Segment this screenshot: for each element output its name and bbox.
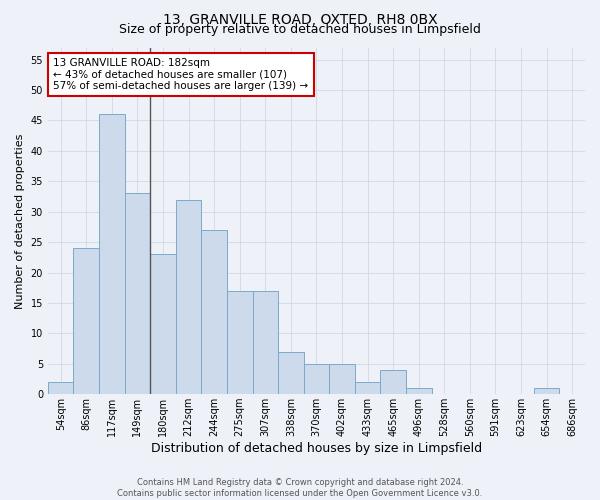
Bar — [534, 388, 559, 394]
Bar — [304, 364, 329, 394]
Bar — [202, 230, 227, 394]
Text: 13 GRANVILLE ROAD: 182sqm
← 43% of detached houses are smaller (107)
57% of semi: 13 GRANVILLE ROAD: 182sqm ← 43% of detac… — [53, 58, 308, 91]
Bar — [406, 388, 431, 394]
Bar — [278, 352, 304, 394]
Bar — [73, 248, 99, 394]
Bar — [48, 382, 73, 394]
Bar — [227, 291, 253, 394]
Text: Size of property relative to detached houses in Limpsfield: Size of property relative to detached ho… — [119, 24, 481, 36]
X-axis label: Distribution of detached houses by size in Limpsfield: Distribution of detached houses by size … — [151, 442, 482, 455]
Bar — [125, 194, 150, 394]
Text: 13, GRANVILLE ROAD, OXTED, RH8 0BX: 13, GRANVILLE ROAD, OXTED, RH8 0BX — [163, 12, 437, 26]
Bar — [380, 370, 406, 394]
Text: Contains HM Land Registry data © Crown copyright and database right 2024.
Contai: Contains HM Land Registry data © Crown c… — [118, 478, 482, 498]
Y-axis label: Number of detached properties: Number of detached properties — [15, 133, 25, 308]
Bar — [150, 254, 176, 394]
Bar — [176, 200, 202, 394]
Bar — [253, 291, 278, 394]
Bar — [99, 114, 125, 394]
Bar — [329, 364, 355, 394]
Bar — [355, 382, 380, 394]
